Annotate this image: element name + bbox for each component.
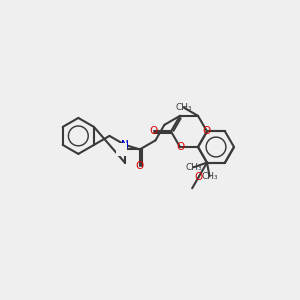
Text: N: N bbox=[118, 144, 126, 154]
Text: O: O bbox=[176, 142, 184, 152]
Text: N: N bbox=[121, 140, 129, 150]
Text: O: O bbox=[195, 172, 203, 182]
Text: CH₃: CH₃ bbox=[185, 163, 202, 172]
Text: N: N bbox=[121, 140, 129, 150]
Text: O: O bbox=[203, 126, 211, 136]
Text: CH₃: CH₃ bbox=[176, 103, 192, 112]
Text: O: O bbox=[150, 126, 158, 136]
Text: N: N bbox=[118, 144, 126, 154]
Text: CH₃: CH₃ bbox=[201, 172, 218, 181]
Text: O: O bbox=[136, 160, 144, 171]
